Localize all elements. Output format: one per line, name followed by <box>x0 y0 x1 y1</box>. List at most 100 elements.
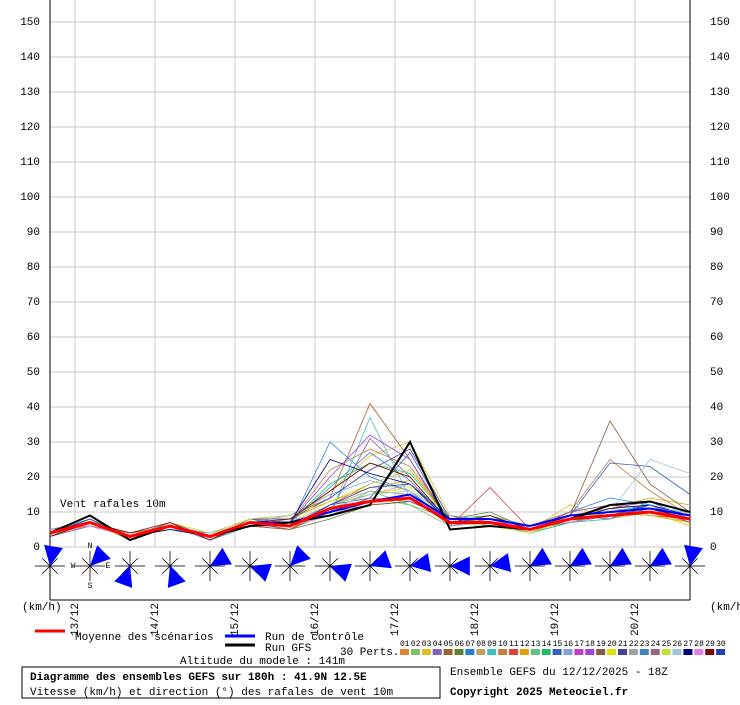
perturbations-label: 30 Perts. <box>340 647 399 659</box>
y-tick-label-right: 40 <box>710 402 723 414</box>
series-line <box>49 402 691 541</box>
compass-label: S <box>88 582 93 591</box>
y-tick-label-right: 90 <box>710 227 723 239</box>
series-line <box>49 434 691 537</box>
wind-direction <box>370 550 392 569</box>
y-tick-label-right: 30 <box>710 437 723 449</box>
legend-label: Run de contrôle <box>265 632 364 644</box>
y-tick-label: 20 <box>27 472 40 484</box>
legend-label: 16 <box>564 640 574 649</box>
compass-label: E <box>106 562 111 571</box>
y-tick-label: 100 <box>20 192 40 204</box>
rose-spoke <box>641 557 651 567</box>
wind-direction <box>114 566 133 588</box>
wind-direction <box>330 563 352 582</box>
y-tick-label: 0 <box>33 542 40 554</box>
wind-direction <box>410 553 432 572</box>
run-info: Ensemble GEFS du 12/12/2025 - 18Z <box>450 667 668 679</box>
series-line <box>49 496 691 539</box>
rose-spoke <box>89 565 99 575</box>
rose-spoke <box>169 557 179 567</box>
rose-spoke <box>81 565 91 575</box>
legend-label: 02 <box>411 640 421 649</box>
x-tick-label: 18/12 <box>470 603 482 636</box>
legend-swatch <box>410 649 420 655</box>
y-tick-label-right: 60 <box>710 332 723 344</box>
rose-spoke <box>409 557 419 567</box>
rose-spoke <box>641 565 651 575</box>
legend-label: 11 <box>509 640 519 649</box>
y-tick-label: 110 <box>20 157 40 169</box>
y-tick-label: 150 <box>20 17 40 29</box>
altitude: Altitude du modele : 141m <box>180 656 345 668</box>
legend-swatch <box>421 649 431 655</box>
y-tick-label-right: 110 <box>710 157 730 169</box>
rose-spoke <box>361 557 371 567</box>
wind-direction <box>610 547 632 566</box>
legend-swatch <box>716 649 726 655</box>
legend-label: Run GFS <box>265 643 312 655</box>
legend-label: 08 <box>476 640 486 649</box>
x-tick-label: 17/12 <box>390 603 402 636</box>
rose-spoke <box>601 557 611 567</box>
legend-swatch <box>683 649 693 655</box>
rose-spoke <box>401 557 411 567</box>
rose-spoke <box>649 565 659 575</box>
legend-label: 26 <box>673 640 683 649</box>
y-tick-label-right: 50 <box>710 367 723 379</box>
legend-swatch <box>530 649 540 655</box>
legend-swatch <box>498 649 508 655</box>
y-tick-label: 90 <box>27 227 40 239</box>
legend-swatch <box>618 649 627 655</box>
rose-spoke <box>201 565 211 575</box>
legend-label: 21 <box>618 640 628 649</box>
rose-spoke <box>561 557 571 567</box>
legend-swatch <box>563 649 573 655</box>
chart-subtitle: Vitesse (km/h) et direction (°) des rafa… <box>30 687 393 699</box>
legend-swatch <box>400 649 409 655</box>
chart-title: Diagramme des ensembles GEFS sur 180h : … <box>30 672 367 684</box>
x-tick-label: 14/12 <box>150 603 162 636</box>
x-tick-label: 15/12 <box>230 603 242 636</box>
wind-direction <box>684 544 703 566</box>
legend-swatch <box>552 649 562 655</box>
y-tick-label: 120 <box>20 122 40 134</box>
y-tick-label: 60 <box>27 332 40 344</box>
y-unit-right: (km/h) <box>710 602 740 614</box>
rose-spoke <box>369 565 379 575</box>
legend-label: 09 <box>487 640 497 649</box>
y-tick-label: 80 <box>27 262 40 274</box>
rose-spoke <box>449 565 459 575</box>
legend-swatch <box>585 649 595 655</box>
rose-spoke <box>329 557 339 567</box>
x-tick-label: 19/12 <box>550 603 562 636</box>
y-tick-label: 140 <box>20 52 40 64</box>
copyright: Copyright 2025 Meteociel.fr <box>450 687 628 699</box>
y-tick-label-right: 100 <box>710 192 730 204</box>
legend-swatch <box>487 649 497 655</box>
rose-spoke <box>681 557 691 567</box>
legend-label: 07 <box>465 640 475 649</box>
wind-direction <box>250 563 272 582</box>
series-line <box>49 497 691 537</box>
rose-spoke <box>521 565 531 575</box>
rose-spoke <box>561 565 571 575</box>
series-line <box>49 459 691 537</box>
legend-label: 30 <box>716 640 726 649</box>
wind-direction <box>210 547 232 566</box>
rose-spoke <box>241 565 251 575</box>
legend-swatch <box>650 649 660 655</box>
rose-spoke <box>321 557 331 567</box>
legend-swatch <box>541 649 551 655</box>
rose-spoke <box>449 557 459 567</box>
legend-label: 23 <box>640 640 650 649</box>
rose-spoke <box>41 565 51 575</box>
y-tick-label: 130 <box>20 87 40 99</box>
legend-label: 13 <box>531 640 541 649</box>
y-tick-label-right: 70 <box>710 297 723 309</box>
x-tick-label: 16/12 <box>310 603 322 636</box>
legend-swatch <box>443 649 453 655</box>
rose-spoke <box>201 557 211 567</box>
rose-spoke <box>249 557 259 567</box>
